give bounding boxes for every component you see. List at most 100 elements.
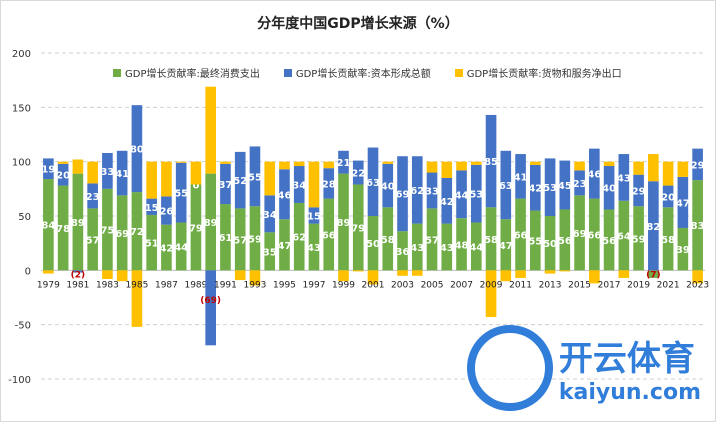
bar-consumption: [205, 173, 217, 271]
data-label: 58: [661, 235, 675, 246]
bar-net-exports: [264, 161, 276, 196]
data-label: 37: [218, 180, 232, 191]
x-tick-label: 2007: [450, 280, 473, 290]
bar-investment: [529, 164, 541, 211]
data-label: 51: [145, 239, 159, 250]
data-label-negative: (2): [71, 271, 86, 281]
x-tick-label: 1997: [303, 280, 326, 290]
data-label: 69: [573, 229, 587, 240]
bar-net-exports: [161, 161, 172, 197]
data-label: 43: [307, 243, 321, 254]
data-label: 42: [440, 197, 454, 208]
bar-net-exports: [441, 161, 453, 178]
bar-consumption: [559, 209, 571, 271]
bar-consumption: [131, 192, 143, 271]
y-tick-label: 50: [18, 212, 31, 223]
bar-consumption: [662, 207, 674, 271]
x-tick-label: 2001: [362, 280, 385, 290]
legend-item-net-exports: GDP增长贡献率:货物和服务净出口: [454, 65, 622, 80]
x-tick-label: 1991: [214, 280, 237, 290]
bar-consumption: [72, 173, 84, 271]
bar-net-exports: [559, 270, 571, 272]
data-label: 56: [602, 236, 616, 247]
bar-investment: [146, 198, 157, 215]
x-tick-label: 1989: [184, 280, 207, 290]
bar-consumption: [441, 223, 453, 271]
bar-investment: [500, 150, 512, 220]
data-label: 34: [292, 180, 306, 191]
legend-label: GDP增长贡献率:资本形成总额: [295, 69, 431, 80]
data-label: 41: [514, 172, 528, 183]
data-label: 40: [602, 184, 616, 195]
bar-consumption: [43, 179, 54, 271]
legend-label: GDP增长贡献率:货物和服务净出口: [466, 69, 622, 80]
data-label: 89: [337, 218, 351, 229]
data-label-negative: (69): [200, 296, 221, 306]
bar-net-exports: [338, 270, 349, 282]
data-label: 79: [189, 223, 203, 234]
bar-investment: [589, 148, 600, 199]
legend-item-investment: GDP增长贡献率:资本形成总额: [283, 65, 431, 80]
data-label: 28: [322, 179, 336, 190]
bar-investment: [205, 270, 217, 346]
bar-net-exports: [234, 270, 246, 281]
data-label: 43: [410, 243, 424, 254]
data-label: 42: [528, 184, 542, 195]
bar-consumption: [220, 204, 231, 271]
data-label: 52: [233, 176, 247, 187]
bar-net-exports: [603, 161, 615, 167]
bar-net-exports: [205, 86, 217, 174]
data-label: 80: [130, 145, 144, 156]
data-label: 53: [543, 183, 557, 194]
x-tick-label: 1999: [332, 280, 355, 290]
data-label: 45: [558, 181, 572, 192]
data-label: 59: [248, 234, 262, 245]
data-label: 83: [691, 221, 705, 232]
x-tick-label: 2009: [480, 280, 503, 290]
bar-net-exports: [146, 161, 157, 199]
data-label: 35: [263, 247, 277, 258]
bar-consumption: [529, 210, 541, 271]
bar-net-exports: [574, 161, 585, 171]
data-label: 58: [381, 235, 395, 246]
bar-net-exports: [633, 161, 644, 175]
bar-investment: [175, 162, 187, 223]
data-label: 66: [322, 230, 336, 241]
bar-net-exports: [43, 270, 54, 274]
bar-investment: [87, 183, 98, 209]
bar-consumption: [338, 173, 349, 271]
legend-label: GDP增长贡献率:最终消费支出: [125, 69, 260, 80]
data-label: 56: [558, 236, 572, 247]
bar-investment: [456, 170, 467, 219]
bar-consumption: [352, 184, 364, 271]
data-label: 23: [573, 179, 587, 190]
bar-net-exports: [662, 161, 674, 186]
data-label: 59: [632, 234, 646, 245]
data-label: 19: [41, 165, 55, 176]
data-label: 26: [159, 207, 173, 218]
data-label: 55: [174, 189, 188, 200]
bar-investment: [470, 164, 482, 223]
bar-net-exports: [293, 161, 305, 167]
data-label: 22: [351, 169, 365, 180]
watermark: 开云体育 kaiyun.com: [466, 325, 701, 411]
bar-consumption: [57, 185, 69, 271]
data-label: 84: [41, 221, 55, 232]
bar-consumption: [116, 195, 128, 271]
data-label: 50: [366, 239, 380, 250]
bar-net-exports: [529, 161, 541, 165]
y-tick-label: -50: [15, 321, 31, 332]
data-label: 61: [218, 233, 232, 244]
bar-consumption: [426, 208, 438, 271]
watermark-en: kaiyun.com: [558, 380, 701, 405]
bar-net-exports: [692, 270, 703, 284]
bar-consumption: [500, 219, 512, 271]
bar-consumption: [87, 208, 98, 271]
bar-net-exports: [544, 270, 556, 274]
data-label: 47: [676, 198, 690, 209]
bar-consumption: [146, 214, 157, 271]
bar-investment: [220, 163, 231, 205]
bar-net-exports: [249, 270, 261, 286]
data-label: 20: [56, 171, 70, 182]
